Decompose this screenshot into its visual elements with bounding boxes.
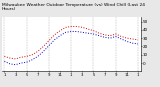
- Text: Milwaukee Weather Outdoor Temperature (vs) Wind Chill (Last 24 Hours): Milwaukee Weather Outdoor Temperature (v…: [2, 3, 145, 11]
